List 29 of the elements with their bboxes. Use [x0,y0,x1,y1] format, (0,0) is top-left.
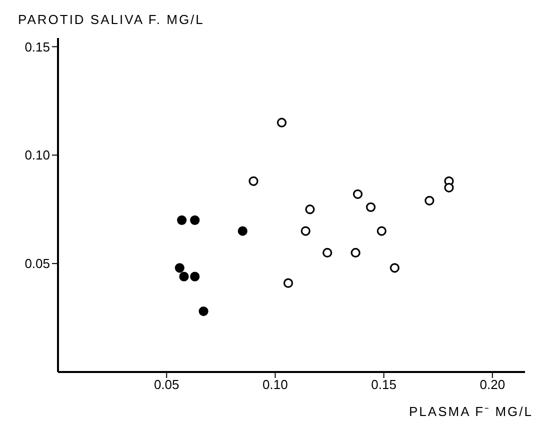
point [352,189,363,199]
point [444,182,454,192]
y-tick-label: 0.15 [24,39,50,54]
x-tick-label: 0.20 [480,377,506,392]
point [248,176,258,186]
point [390,263,400,273]
x-tick-label: 0.15 [371,377,396,392]
y-axis-title: PAROTID SALIVA F. MG/L [18,12,204,27]
point [276,118,287,128]
point [322,248,332,258]
point [300,226,310,236]
point [305,204,315,214]
point [350,248,360,258]
point [283,278,294,288]
point [190,215,200,225]
point [366,202,376,212]
point [177,215,187,225]
x-tick-label: 0.10 [262,377,288,392]
x-axis-title: PLASMA F⁻ MG/L [409,403,533,420]
x-tick-label: 0.05 [154,377,180,392]
point [238,226,248,236]
point [198,306,208,316]
point [424,196,434,206]
y-tick-label: 0.10 [24,148,50,163]
point [174,263,184,273]
point [190,272,200,282]
point [179,272,189,282]
y-tick-label: 0.05 [24,256,50,272]
point [376,226,386,236]
